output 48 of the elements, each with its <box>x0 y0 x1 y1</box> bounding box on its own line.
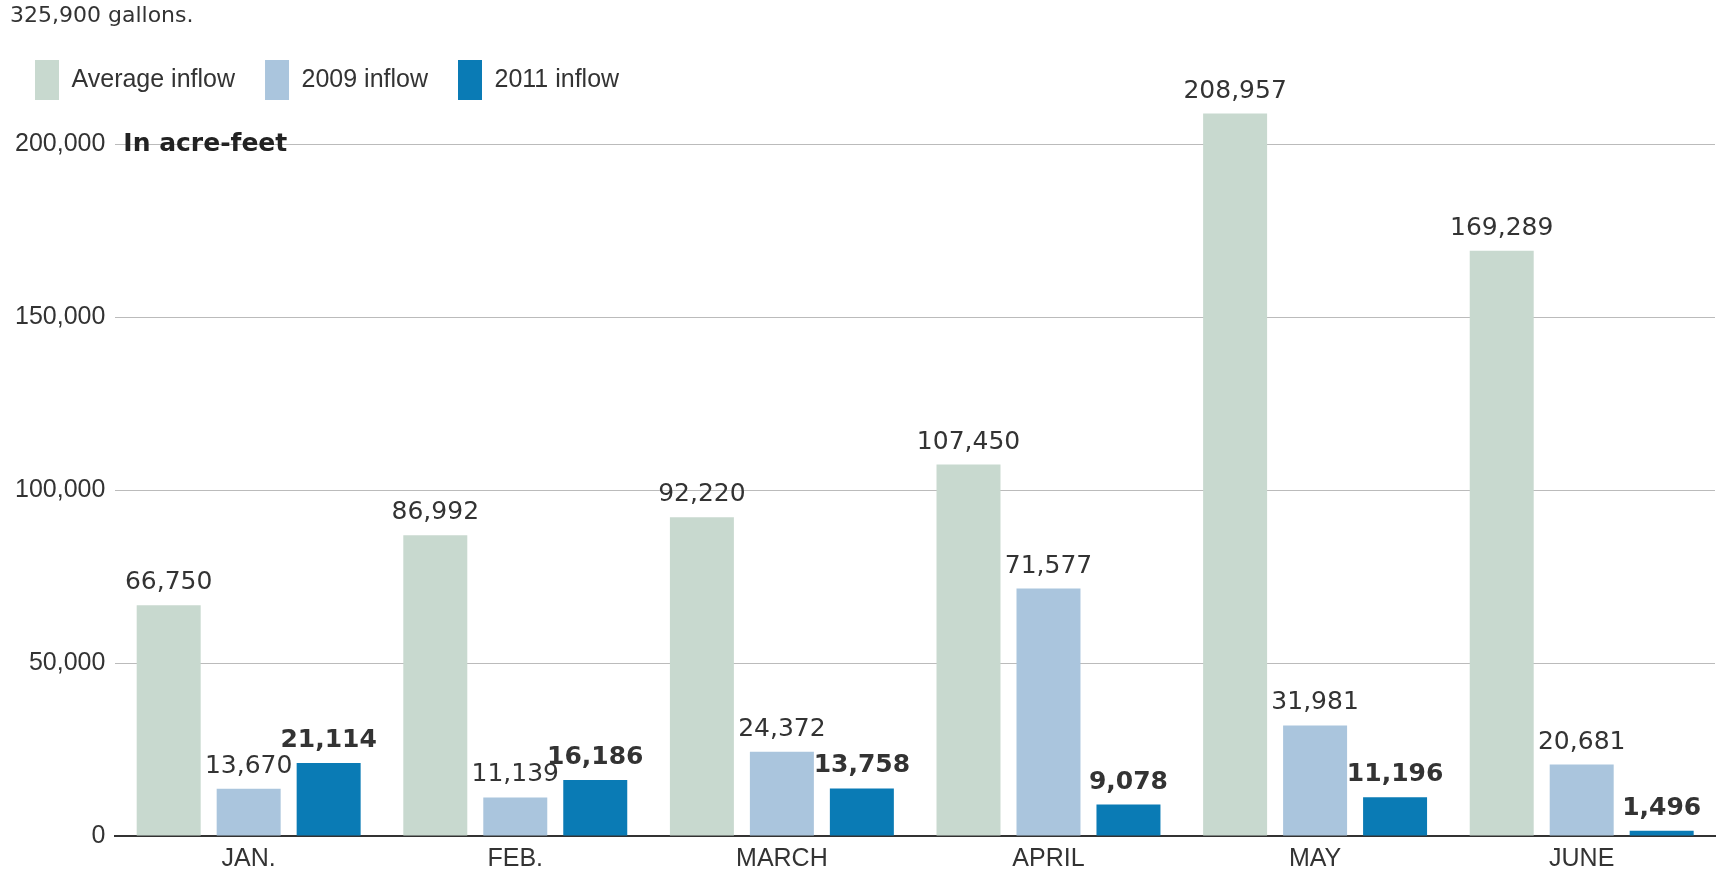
y-tick-label: 100,000 <box>14 474 106 503</box>
bar <box>1203 113 1268 836</box>
bar <box>1363 797 1428 836</box>
data-label: 31,981 <box>1271 686 1359 716</box>
bar <box>483 797 548 836</box>
x-tick-label: APRIL <box>1012 842 1085 871</box>
data-label: 208,957 <box>1183 74 1287 104</box>
legend-label: Average inflow <box>71 63 236 92</box>
bar <box>829 788 894 836</box>
bar <box>1629 830 1694 836</box>
bar <box>1469 250 1534 836</box>
legend-label: 2011 inflow <box>494 63 621 92</box>
bar <box>936 464 1001 836</box>
legend-label: 2009 inflow <box>301 63 429 92</box>
data-label: 66,750 <box>124 566 213 596</box>
data-label: 1,496 <box>1622 791 1702 821</box>
data-label: 11,196 <box>1346 758 1444 788</box>
y-tick-label: 200,000 <box>14 128 106 157</box>
x-tick-label: FEB. <box>487 842 544 871</box>
data-label: 71,577 <box>1004 549 1093 579</box>
data-label: 169,289 <box>1450 211 1554 241</box>
data-label: 13,758 <box>813 749 911 779</box>
data-label: 86,992 <box>391 496 480 526</box>
data-label: 92,220 <box>658 478 746 508</box>
x-tick-label: JAN. <box>221 842 276 871</box>
x-tick-label: MARCH <box>736 842 828 871</box>
bar <box>403 535 468 836</box>
y-tick-label: 50,000 <box>28 647 106 676</box>
bar <box>136 605 201 836</box>
bar <box>1549 764 1614 836</box>
bar <box>1016 588 1081 836</box>
data-label: 107,450 <box>916 425 1021 455</box>
data-label: 20,681 <box>1537 725 1626 755</box>
y-tick-label: 0 <box>91 819 106 848</box>
bar <box>1283 725 1348 836</box>
data-label: 9,078 <box>1088 765 1169 795</box>
x-tick-label: JUNE <box>1549 842 1615 871</box>
bar <box>1096 804 1161 836</box>
bar <box>296 763 361 836</box>
bar <box>563 780 628 836</box>
y-tick-label: 150,000 <box>14 301 106 330</box>
y-axis-title: In acre-feet <box>123 128 288 158</box>
text: 325,900 gallons. <box>10 2 194 27</box>
data-label: 24,372 <box>738 712 826 742</box>
bar <box>669 517 734 836</box>
x-tick-label: MAY <box>1288 842 1342 871</box>
bar <box>216 788 281 836</box>
bar <box>749 751 814 836</box>
